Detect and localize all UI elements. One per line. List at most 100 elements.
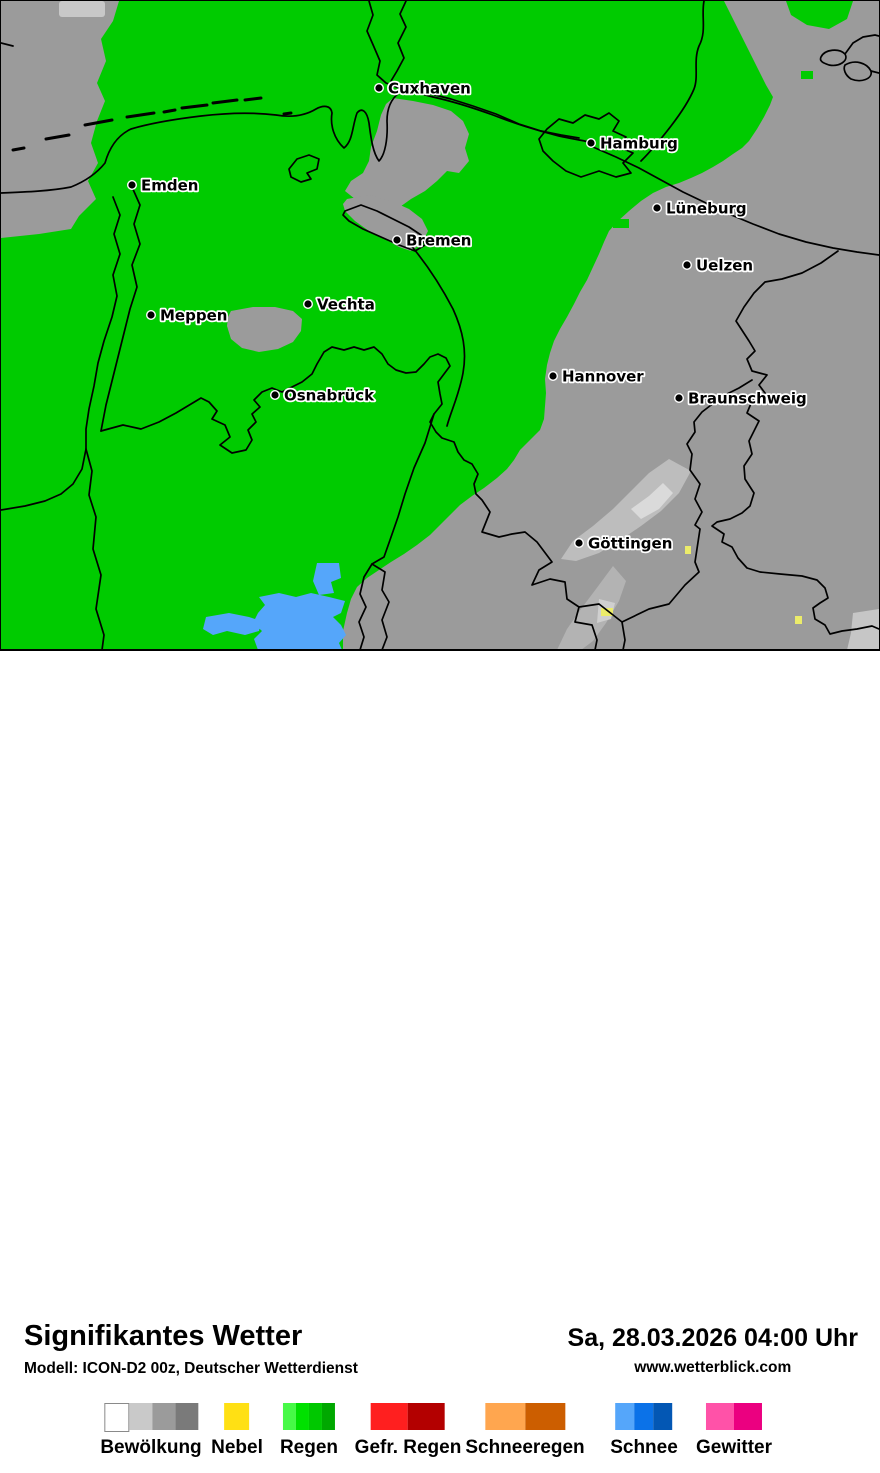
city-label-cuxhaven: Cuxhaven [388,80,471,98]
hamburg-boundary [538,112,634,178]
city-dot-bremen [392,234,403,245]
legend-swatches [224,1403,250,1430]
legend-item-schneeregen: Schneeregen [465,1403,585,1459]
city-label-vechta: Vechta [317,296,375,314]
legend-swatches [282,1403,335,1430]
legend-item-bew-lkung: Bewölkung [100,1403,202,1459]
city-label-meppen: Meppen [160,307,227,325]
city-dot-göttingen [574,538,585,549]
legend-swatch [175,1403,198,1430]
legend-label: Schnee [610,1437,678,1458]
legend-item-gefr-regen: Gefr. Regen [354,1403,462,1459]
page-title: Signifikantes Wetter [24,1320,303,1352]
city-dot-meppen [145,310,156,321]
sh-mv-border [640,1,705,162]
legend-swatches [615,1403,673,1430]
footer: Signifikantes Wetter Modell: ICON-D2 00z… [0,651,880,1458]
legend-swatch [615,1403,635,1430]
legend-swatch [321,1403,335,1430]
fog-spots [601,546,802,624]
legend-label: Bewölkung [100,1437,202,1458]
weserbergland-border-spur [371,563,390,649]
city-label-göttingen: Göttingen [588,535,672,553]
lake-loop-1 [819,49,847,67]
lake-loop-3 [288,154,320,183]
legend-swatch [408,1403,445,1430]
legend-swatch [295,1403,309,1430]
legend-label: Schneeregen [465,1437,585,1458]
model-info: Modell: ICON-D2 00z, Deutscher Wetterdie… [24,1360,358,1377]
islet-line [1,42,14,47]
city-dot-cuxhaven [374,82,385,93]
legend-swatch [308,1403,322,1430]
bremen-boundary [342,204,426,252]
legend-item-nebel: Nebel [211,1403,263,1459]
thuringia-border [621,379,753,623]
dutch-border-south [85,448,105,649]
weserbergland-border [358,413,435,649]
snow-area [203,563,346,649]
legend-swatch [104,1403,129,1432]
legend-swatch [734,1403,762,1430]
legend-swatch [484,1403,525,1430]
legend-swatch [634,1403,654,1430]
city-dot-braunschweig [674,393,685,404]
mv-border-east [844,34,879,74]
light-cloud-bands [557,459,879,649]
fog-spot [601,608,613,616]
legend-swatch [524,1403,565,1430]
cloud-holes [227,98,469,352]
dutch-border [1,196,121,511]
lake-loop-2 [843,61,872,82]
legend-swatch [371,1403,408,1430]
city-dot-lüneburg [652,202,663,213]
city-label-osnabrück: Osnabrück [284,387,375,405]
elbe-river [592,146,879,256]
legend-swatch [152,1403,175,1430]
legend-item-schnee: Schnee [610,1403,678,1459]
legend-label: Gewitter [695,1437,773,1458]
website-url: www.wetterblick.com [634,1359,792,1376]
legend-swatch [706,1403,734,1430]
saxony-anhalt-border [711,250,879,635]
city-label-bremen: Bremen [406,232,472,250]
legend-swatch [282,1403,296,1430]
legend-label: Regen [279,1437,339,1458]
borders-and-rivers [1,1,879,649]
legend-swatch [129,1403,152,1430]
city-label-lüneburg: Lüneburg [666,200,747,218]
ems-river [100,186,141,432]
fog-spot [795,616,802,624]
nrw-border [100,346,598,649]
frisian-islands [11,96,293,152]
city-label-emden: Emden [141,177,198,195]
city-dot-emden [126,179,137,190]
legend-swatch [224,1403,250,1430]
fog-spot [685,546,691,554]
legend-item-regen: Regen [280,1403,338,1459]
weser-river [408,242,466,427]
city-markers: Cuxhaven Hamburg Emden Lüneburg Bremen Uelzen… [126,78,808,554]
legend-swatch [653,1403,673,1430]
legend-swatches [371,1403,445,1430]
datetime-block: Sa, 28.03.2026 04:00 Uhr www.wetterblick… [568,1324,858,1377]
legend-swatches [706,1403,762,1430]
city-label-hamburg: Hamburg [600,135,678,153]
rain-area [1,1,853,649]
city-label-braunschweig: Braunschweig [688,390,807,408]
schleswig-border [390,1,407,82]
legend-swatches [104,1403,198,1432]
city-dot-hamburg [586,137,597,148]
coastline [1,90,590,194]
legend-swatches [484,1403,565,1430]
weather-map: Cuxhaven Hamburg Emden Lüneburg Bremen Uelzen… [0,0,880,651]
city-dot-vechta [303,299,314,310]
city-dot-osnabrück [270,390,281,401]
legend-item-gewitter: Gewitter [696,1403,772,1459]
city-dot-uelzen [682,260,693,271]
city-dot-hannover [548,371,559,382]
legend: Bewölkung Nebel Regen Gefr. Regen Schneerege… [0,1403,880,1473]
city-label-uelzen: Uelzen [696,257,753,275]
legend-label: Gefr. Regen [354,1437,462,1458]
legend-label: Nebel [211,1437,263,1458]
